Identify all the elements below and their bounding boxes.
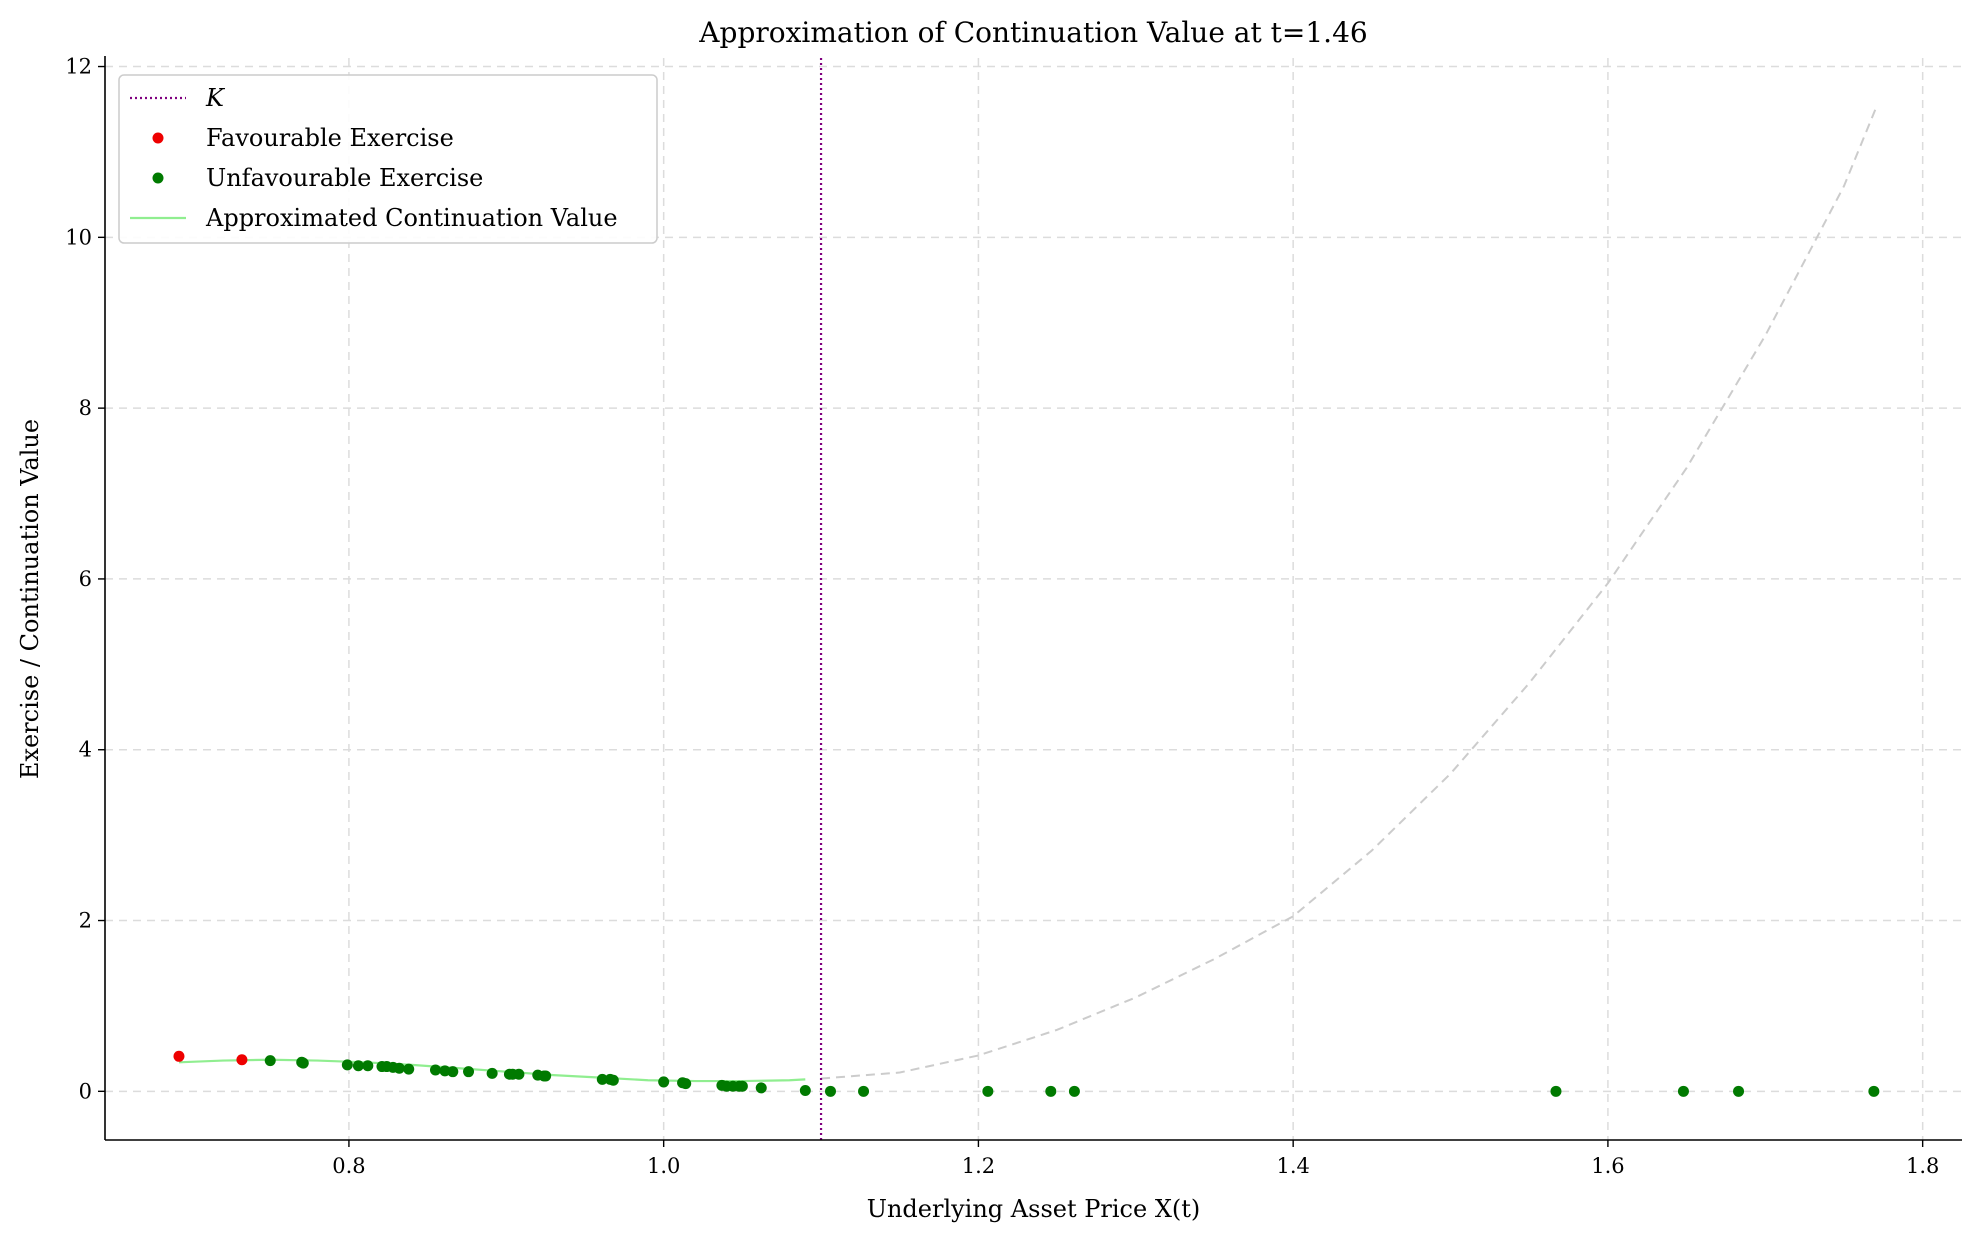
- legend-favourable-swatch: [152, 132, 164, 144]
- legend-favourable-label: Favourable Exercise: [206, 124, 454, 152]
- unfavourable-point: [1068, 1085, 1080, 1097]
- unfavourable-point: [341, 1059, 353, 1071]
- unfavourable-point: [658, 1076, 670, 1088]
- x-tick-label: 1.2: [962, 1154, 995, 1178]
- legend-unfavourable-swatch: [152, 172, 164, 184]
- legend-box: [118, 74, 658, 244]
- unfavourable-point: [429, 1064, 441, 1076]
- legend-continuation-label: Approximated Continuation Value: [205, 204, 618, 232]
- y-tick-label: 4: [79, 738, 92, 762]
- legend-strike-label: K: [205, 84, 226, 112]
- point-layer: [173, 1050, 1880, 1097]
- legend-unfavourable-label: Unfavourable Exercise: [206, 164, 483, 192]
- y-tick-label: 8: [79, 396, 92, 420]
- unfavourable-point: [297, 1057, 309, 1069]
- unfavourable-point: [362, 1060, 374, 1072]
- unfavourable-point: [447, 1066, 459, 1078]
- unfavourable-point: [486, 1067, 498, 1079]
- unfavourable-point: [858, 1085, 870, 1097]
- y-tick-label: 6: [79, 567, 92, 591]
- unfavourable-point: [607, 1074, 619, 1086]
- favourable-point: [236, 1054, 248, 1066]
- axes-layer: 0.8 1.0 1.2 1.4 1.6 1.8 0 2 4 6 8 10 12: [65, 55, 1962, 1178]
- unfavourable-point: [824, 1085, 836, 1097]
- unfavourable-point: [596, 1073, 608, 1085]
- x-axis-label: Underlying Asset Price X(t): [867, 1195, 1201, 1223]
- favourable-point: [173, 1050, 185, 1062]
- unfavourable-point: [1045, 1085, 1057, 1097]
- y-axis-label: Exercise / Continuation Value: [16, 419, 44, 779]
- unfavourable-point: [540, 1070, 552, 1082]
- unfavourable-point: [799, 1084, 811, 1096]
- y-tick-label: 12: [65, 55, 92, 79]
- label-layer: Approximation of Continuation Value at t…: [16, 16, 1368, 1223]
- unfavourable-point: [755, 1082, 767, 1094]
- x-tick-label: 1.4: [1276, 1154, 1309, 1178]
- legend: K Favourable Exercise Unfavourable Exercis…: [118, 74, 658, 244]
- unfavourable-point: [736, 1080, 748, 1092]
- y-tick-label: 0: [79, 1079, 92, 1103]
- unfavourable-point: [393, 1062, 405, 1074]
- unfavourable-point: [463, 1066, 475, 1078]
- unfavourable-point: [403, 1063, 415, 1075]
- y-tick-label: 2: [79, 909, 92, 933]
- payoff-curve: [820, 108, 1877, 1080]
- unfavourable-point: [1733, 1085, 1745, 1097]
- chart-title: Approximation of Continuation Value at t…: [698, 16, 1367, 49]
- grid-layer: [105, 58, 1962, 1140]
- unfavourable-point: [513, 1068, 525, 1080]
- unfavourable-point: [982, 1085, 994, 1097]
- unfavourable-point: [352, 1060, 364, 1072]
- unfavourable-point: [1550, 1085, 1562, 1097]
- x-tick-label: 1.0: [647, 1154, 680, 1178]
- x-tick-label: 0.8: [332, 1154, 365, 1178]
- y-tick-label: 10: [65, 225, 92, 249]
- unfavourable-point: [264, 1055, 276, 1067]
- unfavourable-point: [680, 1078, 692, 1090]
- x-tick-label: 1.6: [1591, 1154, 1624, 1178]
- x-tick-label: 1.8: [1906, 1154, 1939, 1178]
- unfavourable-point: [1677, 1085, 1689, 1097]
- unfavourable-point: [1868, 1085, 1880, 1097]
